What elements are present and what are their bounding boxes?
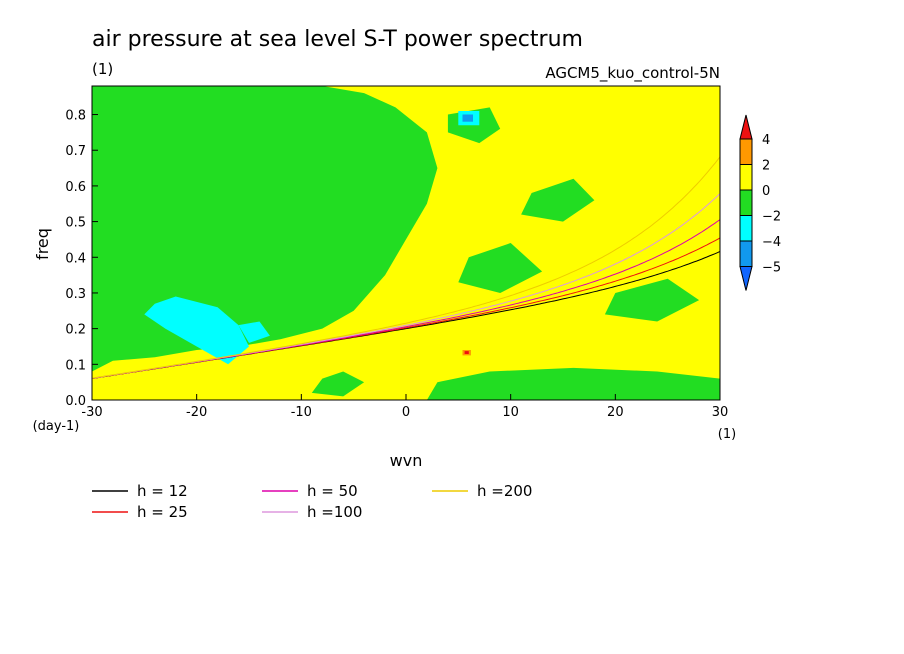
region-cyan-8 [238,321,270,343]
x-axis: -30 -20 -10 0 10 20 30 [81,394,728,420]
x-tick-label: 0 [402,405,410,420]
y-tick-label: 0.6 [65,180,86,195]
region-green-1 [426,367,720,400]
region-cyan-7 [144,296,249,365]
colorbar-label: −2 [762,210,781,225]
y-tick-label: 0.3 [65,287,86,302]
dispersion-curves [92,156,720,379]
colorbar-label: −4 [762,235,781,250]
colorbar-label: 0 [762,184,770,199]
region-red-12 [464,351,469,354]
colorbar-swatch [739,215,753,242]
colorbar-label: 2 [762,159,770,174]
colorbar-top-arrow [739,114,753,140]
colorbar-bottom-arrow [739,266,753,291]
y-axis: 0.0 0.1 0.2 0.3 0.4 0.5 0.6 0.7 0.8 [65,109,98,409]
y-tick-label: 0.4 [65,251,86,266]
colorbar-label: 4 [762,133,770,148]
y-unit-label: (day-1) [33,419,80,434]
curve-h-200 [92,156,720,379]
region-green-5 [458,243,543,293]
colorbar-swatch [739,240,753,267]
legend-label-h-100: h =100 [307,503,362,521]
region-green-6 [311,371,365,397]
y-tick-label: 0.0 [65,394,86,409]
x-tick-label: 20 [607,405,624,420]
chart-units: (1) [92,60,113,78]
y-tick-label: 0.1 [65,358,86,373]
x-unit-label: (1) [718,427,736,442]
y-axis-label: freq [33,228,52,260]
colorbar-swatch [739,138,753,165]
region-green-4 [604,278,700,322]
colorbar-swatch [739,189,753,216]
y-tick-label: 0.5 [65,216,86,231]
region-green-3 [521,178,595,222]
x-tick-label: 30 [712,405,729,420]
colorbar: 4 2 0 −2 −4 −5 [739,114,781,291]
contour-regions [92,86,720,400]
x-tick-label: -30 [81,405,102,420]
x-tick-label: 10 [502,405,519,420]
legend-label-h-25: h = 25 [137,503,188,521]
experiment-label: AGCM5_kuo_control-5N [545,64,720,83]
x-tick-label: -10 [291,405,312,420]
x-tick-label: -20 [186,405,207,420]
y-tick-label: 0.7 [65,144,86,159]
y-tick-label: 0.2 [65,323,86,338]
colorbar-swatch [739,164,753,191]
chart-title: air pressure at sea level S-T power spec… [92,27,583,52]
region-blue-10 [462,114,473,122]
colorbar-label: −5 [762,261,781,276]
legend-label-h-50: h = 50 [307,482,358,500]
legend: h = 12 h = 25 h = 50 h =100 h =200 [92,482,532,521]
y-tick-label: 0.8 [65,109,86,124]
legend-label-h-200: h =200 [477,482,532,500]
legend-label-h-12: h = 12 [137,482,188,500]
x-axis-label: wvn [390,451,423,470]
